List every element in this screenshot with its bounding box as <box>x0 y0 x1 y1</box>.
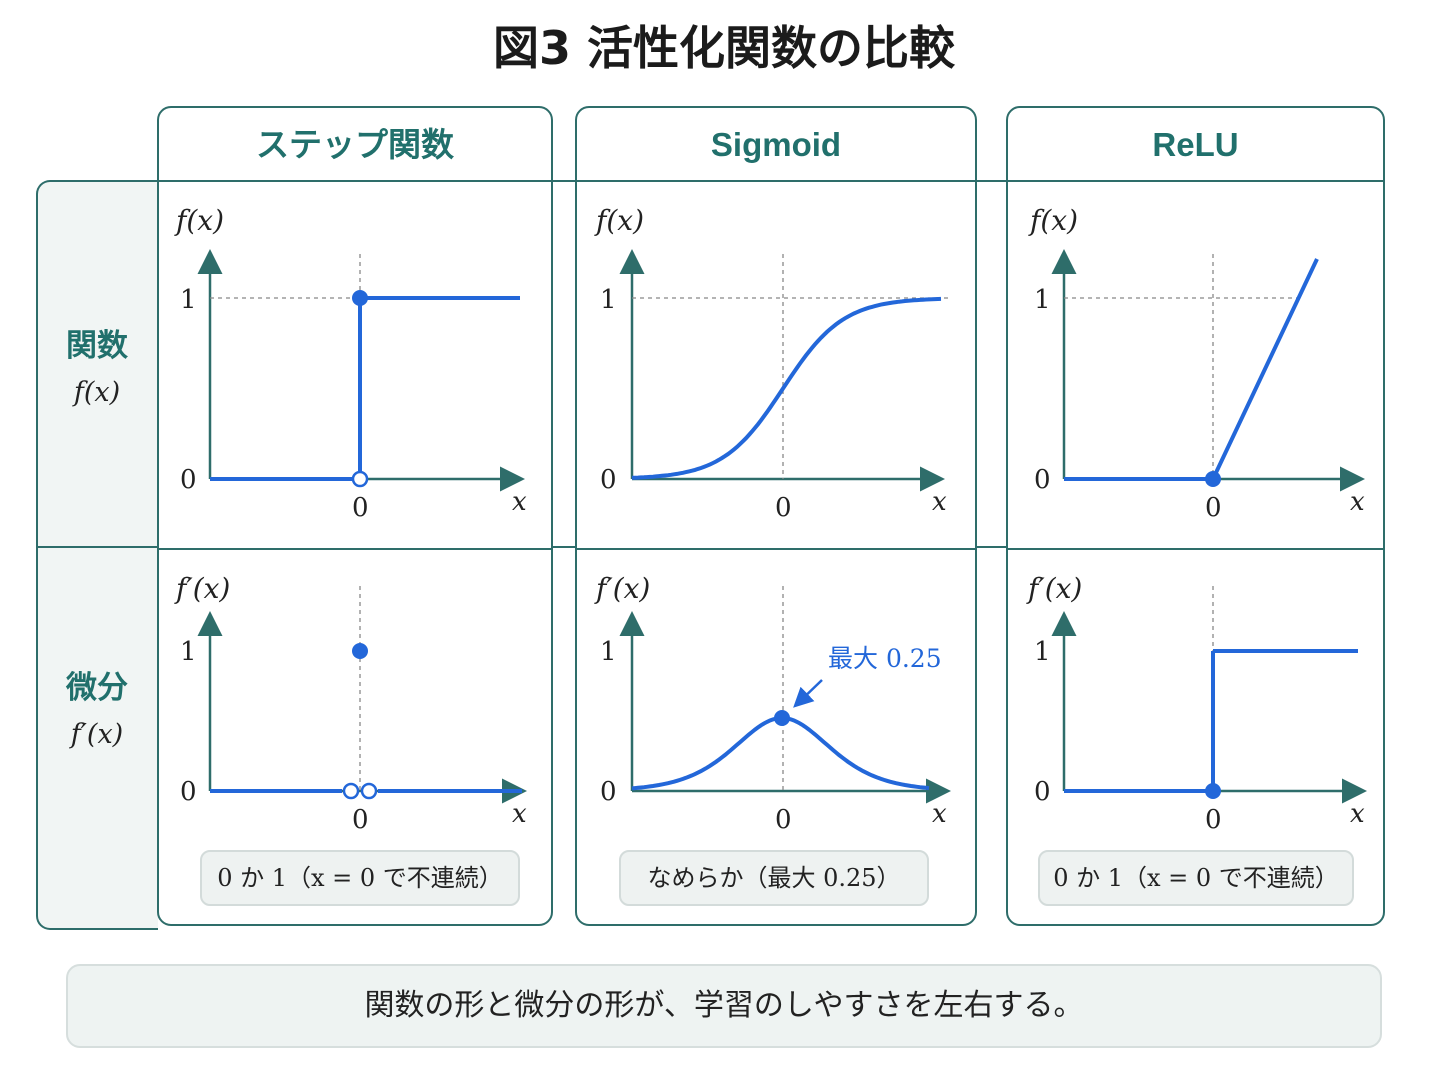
y-axis-label: f(x) <box>1028 204 1078 237</box>
plot-relu-derivative: f′(x) 1 0 0 x <box>1026 572 1367 835</box>
series-line <box>631 296 942 480</box>
column-divider-step <box>159 548 551 550</box>
tick-label: 0 <box>352 805 369 835</box>
tick-label: 1 <box>1034 285 1051 315</box>
tick-label: 0 <box>600 465 617 495</box>
y-axis-label: f′(x) <box>174 572 230 605</box>
annotation-label: 最大 0.25 <box>828 644 942 673</box>
tick-label: 0 <box>352 493 369 523</box>
row-divider <box>36 546 158 548</box>
series-line <box>631 715 930 791</box>
open-point <box>360 782 378 800</box>
tick-label: 0 <box>1205 493 1222 523</box>
column-divider-relu <box>1008 548 1383 550</box>
column-divider-sigmoid <box>577 548 975 550</box>
connector-mid-1 <box>552 546 576 548</box>
plot-sigmoid-derivative: 最大 0.25 f′(x) 1 0 0 x <box>594 572 951 835</box>
row-label-function: 関数 f(x) <box>36 320 158 408</box>
tick-label: 0 <box>600 777 617 807</box>
open-point <box>342 782 360 800</box>
plot-step-derivative: f′(x) 1 0 0 x <box>174 572 527 835</box>
connector-top-1 <box>552 180 576 182</box>
y-axis-label: f′(x) <box>594 572 650 605</box>
row-label-derivative: 微分 f′(x) <box>36 662 158 750</box>
x-axis-label: x <box>932 487 947 517</box>
tick-label: 1 <box>1034 637 1051 667</box>
x-axis-label: x <box>512 487 527 517</box>
summary-note: 関数の形と微分の形が、学習のしやすさを左右する。 <box>66 964 1382 1048</box>
tick-label: 0 <box>180 777 197 807</box>
plot-step-function: f(x) 1 0 0 x <box>174 204 527 523</box>
row-label-function-text: 関数 <box>66 328 128 364</box>
max-point <box>774 710 790 726</box>
closed-point <box>1205 783 1221 799</box>
page-title: 図3 活性化関数の比較 <box>492 21 956 75</box>
column-header-sigmoid: Sigmoid <box>577 108 975 182</box>
tick-label: 0 <box>1034 777 1051 807</box>
plot-relu-function: f(x) 1 0 0 x <box>1028 204 1365 523</box>
caption-sigmoid: なめらか（最大 0.25） <box>619 850 929 906</box>
series-line <box>1211 258 1319 480</box>
tick-label: 0 <box>180 465 197 495</box>
caption-relu: 0 か 1（x = 0 で不連続） <box>1038 850 1354 906</box>
tick-label: 0 <box>775 493 792 523</box>
tick-label: 1 <box>180 637 197 667</box>
plot-sigmoid-function: f(x) 1 0 0 x <box>594 204 950 523</box>
tick-label: 0 <box>775 805 792 835</box>
tick-label: 1 <box>180 285 197 315</box>
row-label-derivative-text: 微分 <box>66 670 128 706</box>
annotation-arrow <box>793 679 823 708</box>
x-axis-label: x <box>1350 799 1365 829</box>
connector-mid-2 <box>975 546 1007 548</box>
y-axis-label: f(x) <box>174 204 224 237</box>
connector-top-2 <box>975 180 1007 182</box>
closed-point <box>1205 471 1221 487</box>
tick-label: 0 <box>1034 465 1051 495</box>
x-axis-label: x <box>1350 487 1365 517</box>
column-header-relu: ReLU <box>1008 108 1383 182</box>
tick-label: 0 <box>1205 805 1222 835</box>
closed-point <box>352 290 368 306</box>
y-axis-label: f(x) <box>594 204 644 237</box>
caption-step: 0 か 1（x = 0 で不連続） <box>200 850 520 906</box>
open-point <box>351 470 369 488</box>
y-axis-label: f′(x) <box>1026 572 1082 605</box>
row-label-derivative-formula: f′(x) <box>70 719 124 750</box>
tick-label: 1 <box>600 285 617 315</box>
x-axis-label: x <box>512 799 527 829</box>
x-axis-label: x <box>932 799 947 829</box>
column-header-step: ステップ関数 <box>159 108 551 182</box>
row-label-panel <box>36 180 158 930</box>
closed-point <box>352 643 368 659</box>
tick-label: 1 <box>600 637 617 667</box>
row-label-function-formula: f(x) <box>73 377 121 408</box>
